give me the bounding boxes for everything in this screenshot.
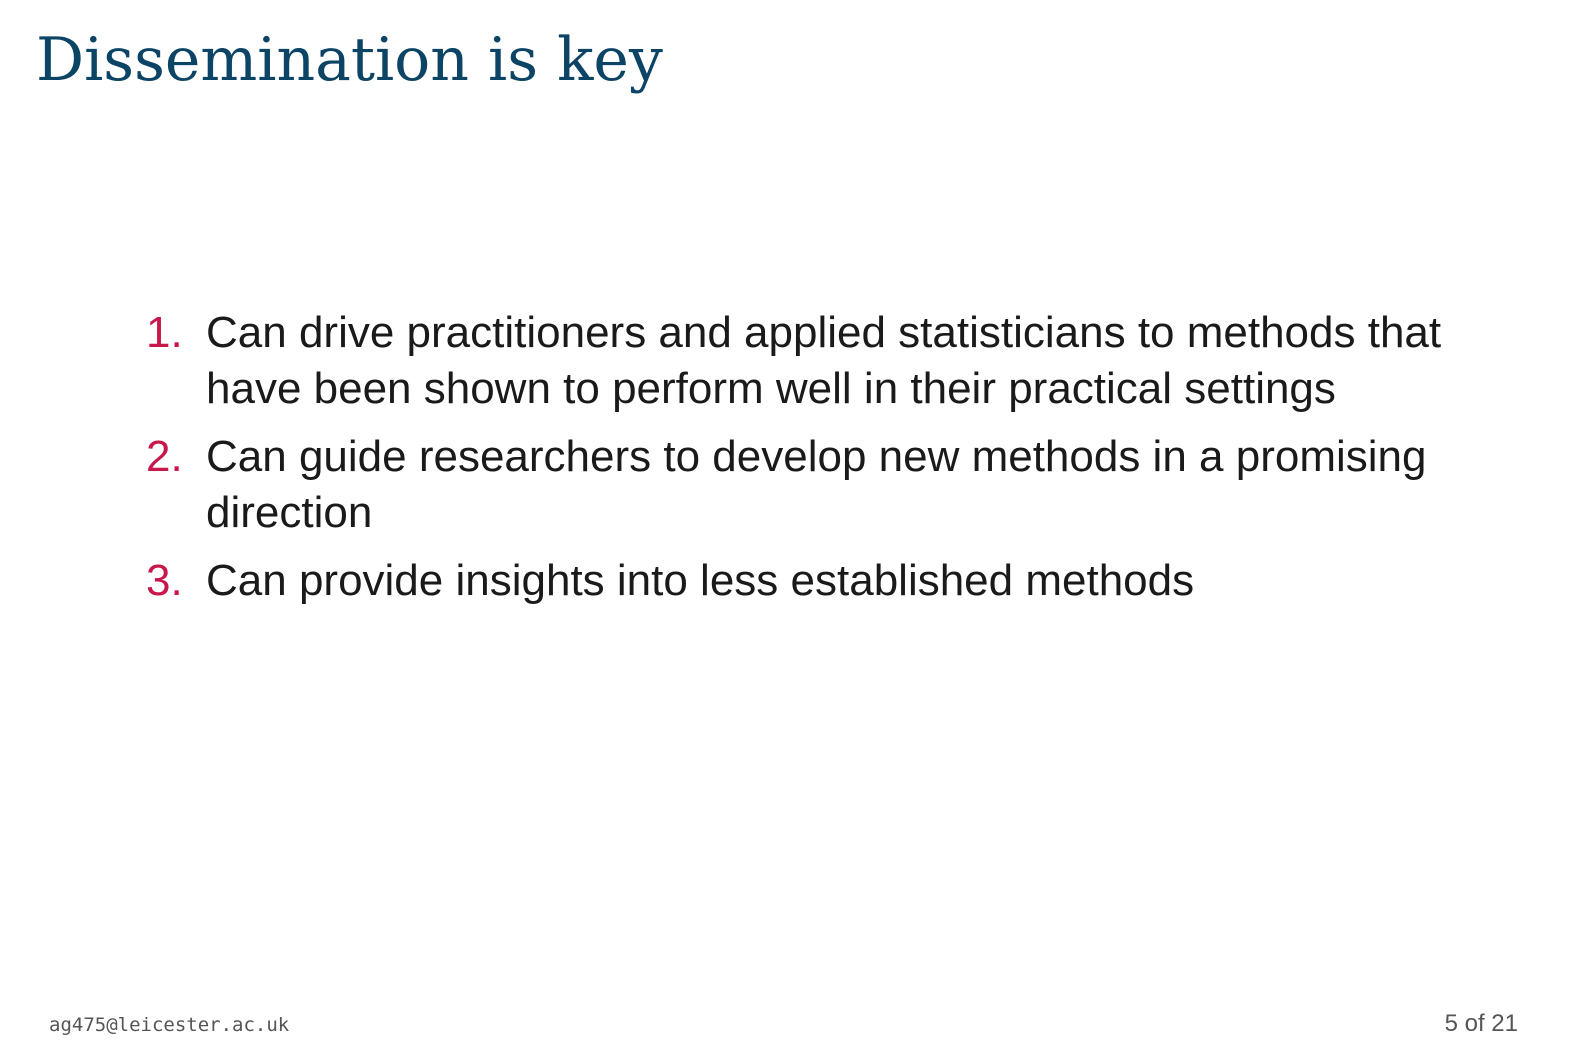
list-item: 2. Can guide researchers to develop new … [146,429,1476,541]
list-item: 1. Can drive practitioners and applied s… [146,305,1476,417]
page-number: 5 of 21 [1445,1010,1518,1038]
page-separator: of [1464,1010,1485,1037]
list-item-text: Can guide researchers to develop new met… [206,432,1427,537]
list-item: 3. Can provide insights into less establ… [146,553,1476,609]
page-total: 21 [1491,1010,1518,1037]
list-item-text: Can provide insights into less establish… [206,556,1195,605]
page-current: 5 [1444,1010,1458,1037]
numbered-list: 1. Can drive practitioners and applied s… [146,305,1476,621]
list-item-number: 3. [146,556,183,605]
list-item-number: 1. [146,308,183,357]
list-item-text: Can drive practitioners and applied stat… [206,308,1442,413]
list-item-number: 2. [146,432,183,481]
slide-title: Dissemination is key [36,25,663,95]
footer-email: ag475@leicester.ac.uk [49,1014,290,1036]
